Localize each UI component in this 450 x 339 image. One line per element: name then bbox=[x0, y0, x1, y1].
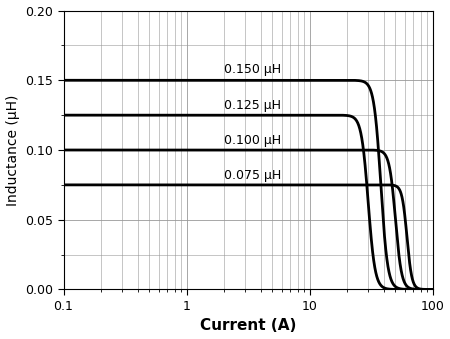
Y-axis label: Inductance (μH): Inductance (μH) bbox=[5, 94, 19, 206]
Text: 0.125 μH: 0.125 μH bbox=[224, 99, 280, 112]
Text: 0.150 μH: 0.150 μH bbox=[224, 63, 281, 76]
X-axis label: Current (A): Current (A) bbox=[200, 318, 296, 334]
Text: 0.100 μH: 0.100 μH bbox=[224, 134, 281, 147]
Text: 0.075 μH: 0.075 μH bbox=[224, 168, 281, 182]
